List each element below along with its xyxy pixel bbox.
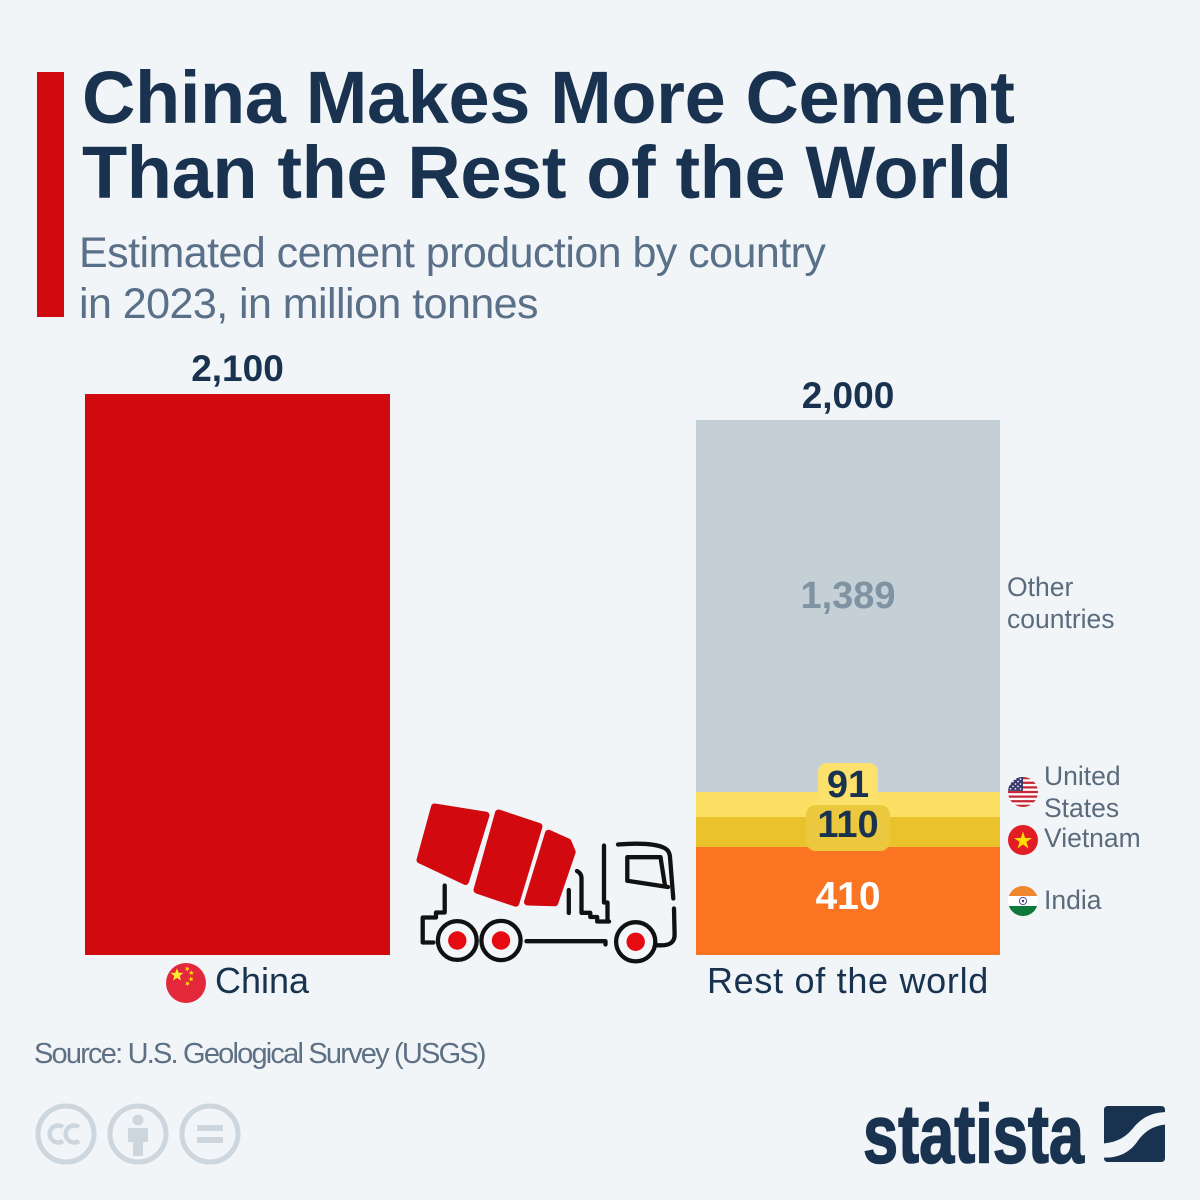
svg-text:statista: statista [863, 1090, 1085, 1180]
